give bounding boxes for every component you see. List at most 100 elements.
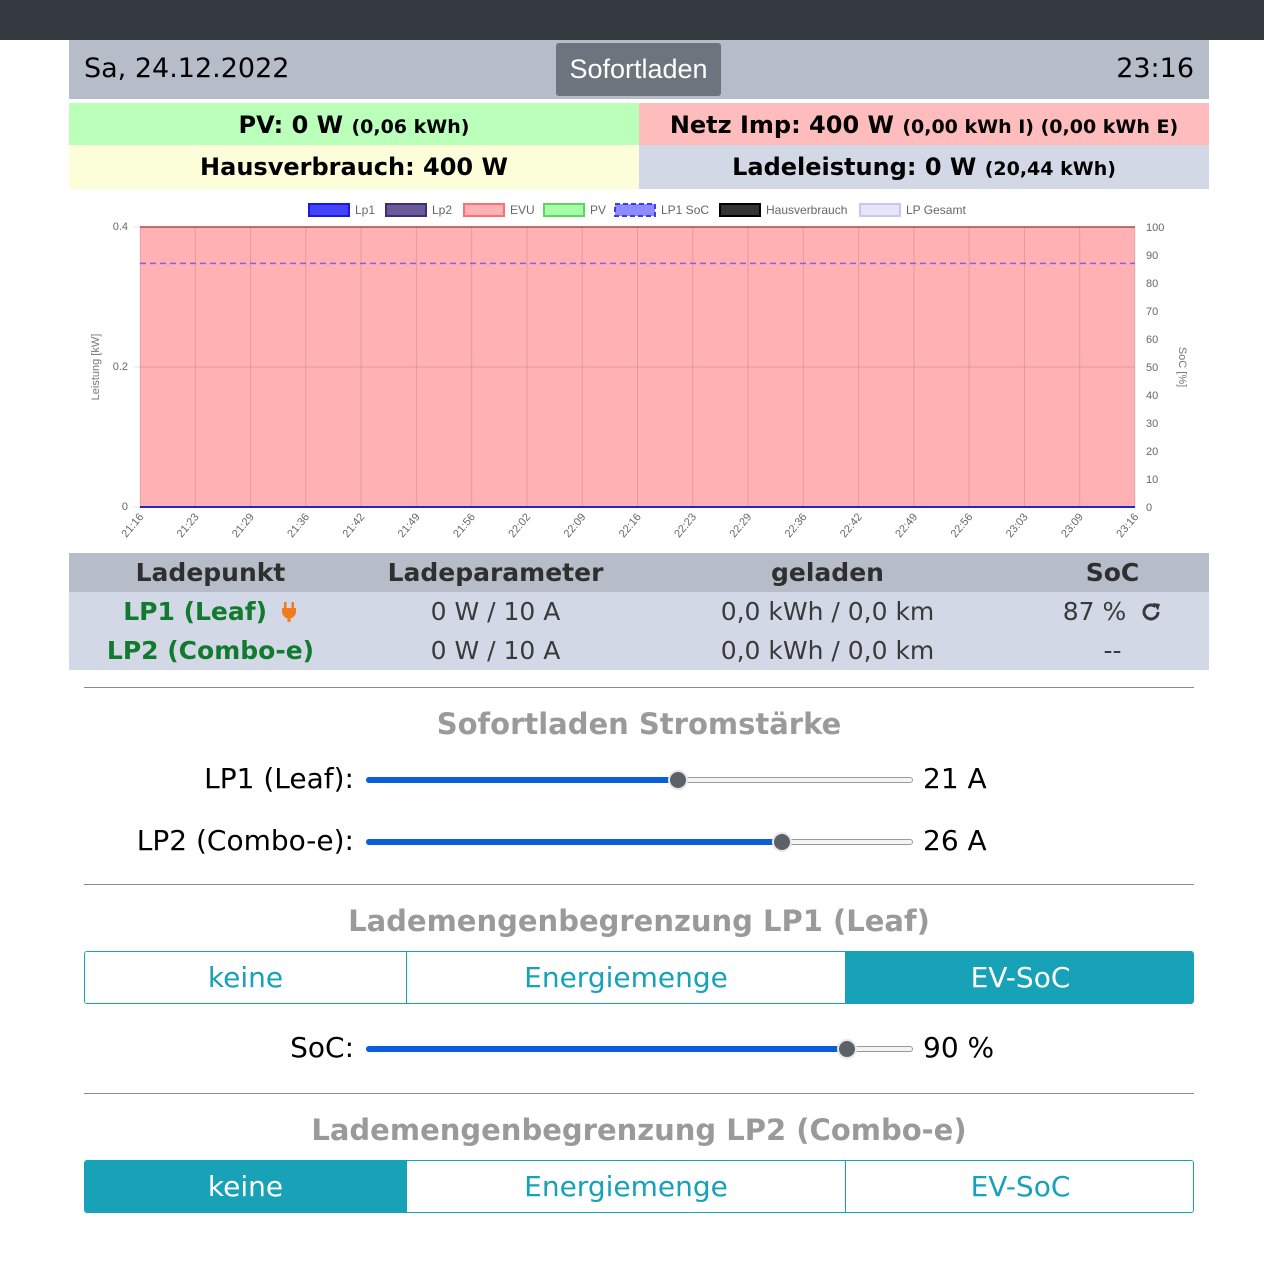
lp1-param: 0 W / 10 A (430, 597, 561, 626)
legend-swatch-lp2 (385, 203, 427, 217)
header-geladen: geladen (771, 558, 884, 587)
x-tick-label: 22:02 (506, 511, 533, 540)
header-ladeparameter: Ladeparameter (387, 558, 604, 587)
lp1-soc: 87 % (1062, 597, 1127, 626)
lp2-limit-evsoc-button[interactable]: EV-SoC (846, 1161, 1193, 1212)
lp1-limit-evsoc-button[interactable]: EV-SoC (846, 952, 1193, 1003)
header-ladepunkt: Ladepunkt (135, 558, 286, 587)
time-display: 23:16 (1116, 53, 1194, 84)
x-tick-label: 23:16 (1114, 511, 1141, 540)
y2-tick-label: 90 (1146, 250, 1158, 262)
charging-power-panel: Ladeleistung: 0 W (20,44 kWh) (639, 145, 1209, 189)
grid-energy-label: (0,00 kWh I) (0,00 kWh E) (902, 116, 1179, 138)
y2-tick-label: 50 (1146, 362, 1158, 374)
legend-swatch-lp-gesamt (859, 203, 901, 217)
x-tick-label: 21:42 (341, 511, 368, 540)
y2-axis-title: SoC [%] (1176, 347, 1188, 387)
y2-tick-label: 60 (1146, 334, 1158, 346)
x-tick-label: 23:09 (1059, 511, 1086, 540)
y-axis-title: Leistung [kW] (90, 334, 102, 401)
lp1-limit-energy-button[interactable]: Energiemenge (407, 952, 846, 1003)
lp1-current-label: LP1 (Leaf): (204, 762, 354, 795)
y2-tick-label: 40 (1146, 390, 1158, 402)
legend-swatch-lp1-soc (614, 203, 656, 217)
header-soc: SoC (1085, 558, 1140, 587)
date-display: Sa, 24.12.2022 (84, 53, 290, 84)
plug-icon (281, 602, 296, 622)
divider (84, 884, 1194, 885)
lp1-current-value: 21 A (923, 762, 987, 795)
grid-power-label: Netz Imp: 400 W (669, 111, 894, 139)
lp1-soc-slider[interactable] (837, 1039, 858, 1059)
table-row: LP2 (Combo-e) 0 W / 10 A 0,0 kWh / 0,0 k… (69, 631, 1209, 670)
legend-label: Lp2 (432, 203, 452, 217)
legend-label: Hausverbrauch (766, 203, 847, 217)
lp2-current-label: LP2 (Combo-e): (136, 824, 354, 857)
lp2-limit-energy-button[interactable]: Energiemenge (407, 1161, 846, 1212)
x-tick-label: 22:36 (783, 511, 810, 540)
x-tick-label: 21:56 (451, 511, 478, 540)
legend-label: PV (590, 203, 606, 217)
pv-energy-label: (0,06 kWh) (351, 116, 470, 138)
divider (84, 687, 1194, 688)
lp2-current-value: 26 A (923, 824, 987, 857)
legend-label: EVU (510, 203, 535, 217)
y2-tick-label: 100 (1146, 222, 1164, 234)
table-row: LP1 (Leaf) 0 W / 10 A 0,0 kWh / 0,0 km 8… (69, 592, 1209, 631)
legend-swatch-hausverbrauch (719, 203, 761, 217)
y2-tick-label: 0 (1146, 502, 1152, 514)
top-navbar (0, 0, 1264, 40)
lp1-current-slider-row: LP1 (Leaf): 21 A (84, 760, 1194, 800)
lp1-current-fill (366, 777, 678, 783)
x-tick-label: 21:36 (285, 511, 312, 540)
x-tick-label: 21:29 (230, 511, 257, 540)
x-tick-label: 22:29 (727, 511, 754, 540)
charge-mode-button[interactable]: Sofortladen (556, 43, 721, 96)
y2-tick-label: 30 (1146, 418, 1158, 430)
y-tick-label: 0.4 (113, 221, 128, 233)
lp1-soc-cell: 87 % (1016, 592, 1209, 631)
legend-swatch-evu (463, 203, 505, 217)
lp2-current-slider[interactable] (771, 832, 792, 852)
lp2-limit-button-group: keine Energiemenge EV-SoC (84, 1160, 1194, 1213)
lp2-charged: 0,0 kWh / 0,0 km (720, 636, 935, 665)
y2-tick-label: 80 (1146, 278, 1158, 290)
divider (84, 1093, 1194, 1094)
lp1-limit-none-button[interactable]: keine (85, 952, 407, 1003)
x-tick-label: 22:23 (672, 511, 699, 540)
y-tick-label: 0.2 (113, 361, 128, 373)
lp1-limit-button-group: keine Energiemenge EV-SoC (84, 951, 1194, 1004)
lp1-soc-slider-row: SoC: 90 % (84, 1029, 1194, 1069)
sofortladen-title: Sofortladen Stromstärke (436, 707, 842, 741)
legend-swatch-lp1 (308, 203, 350, 217)
lp2-limit-none-button[interactable]: keine (85, 1161, 407, 1212)
charging-energy-label: (20,44 kWh) (984, 158, 1116, 180)
legend-label: Lp1 (355, 203, 375, 217)
lp1-soc-limit-value: 90 % (923, 1031, 995, 1064)
charging-power-label: Ladeleistung: 0 W (732, 153, 977, 181)
x-tick-label: 21:16 (119, 511, 146, 540)
lp1-name-cell[interactable]: LP1 (Leaf) (69, 592, 352, 631)
x-tick-label: 21:23 (175, 511, 202, 540)
legend-label: LP1 SoC (661, 203, 709, 217)
lp2-soc: -- (1103, 636, 1122, 665)
house-consumption-panel: Hausverbrauch: 400 W (69, 145, 639, 189)
table-header-row: Ladepunkt Ladeparameter geladen SoC (69, 553, 1209, 592)
lp2-current-slider-row: LP2 (Combo-e): 26 A (84, 822, 1194, 862)
refresh-icon[interactable] (1140, 601, 1162, 623)
lp2-name[interactable]: LP2 (Combo-e) (106, 636, 315, 665)
x-tick-label: 22:09 (562, 511, 589, 540)
lp1-limit-title: Lademengenbegrenzung LP1 (Leaf) (348, 904, 930, 938)
lp2-param: 0 W / 10 A (430, 636, 561, 665)
y2-tick-label: 20 (1146, 446, 1158, 458)
legend-swatch-pv (543, 203, 585, 217)
grid-power-panel: Netz Imp: 400 W (0,00 kWh I) (0,00 kWh E… (639, 103, 1209, 147)
y2-tick-label: 10 (1146, 474, 1158, 486)
lp1-current-slider[interactable] (667, 770, 688, 790)
pv-power-label: PV: 0 W (238, 111, 344, 139)
x-tick-label: 22:49 (893, 511, 920, 540)
x-tick-label: 23:03 (1004, 511, 1031, 540)
x-tick-label: 22:56 (949, 511, 976, 540)
x-tick-label: 22:16 (617, 511, 644, 540)
